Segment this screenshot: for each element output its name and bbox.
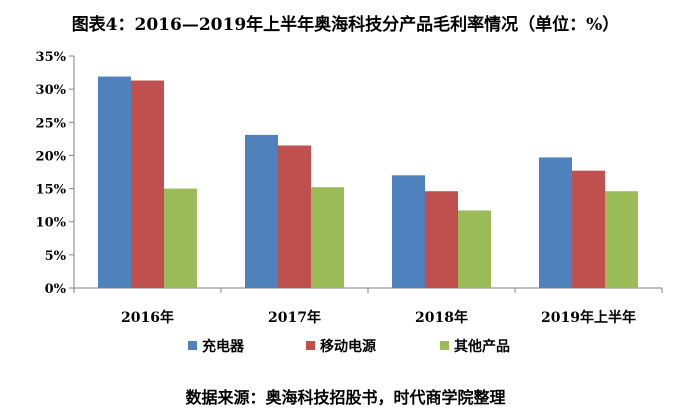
x-tick-labels: 2016年 2017年 2018年 2019年上半年 — [121, 309, 636, 326]
bars — [98, 76, 638, 288]
x-tick-label: 2019年上半年 — [541, 309, 636, 326]
y-tick-label: 35% — [36, 50, 67, 65]
bar — [392, 175, 425, 288]
y-tick-label: 30% — [36, 83, 67, 98]
chart-title: 图表4：2016—2019年上半年奥海科技分产品毛利率情况（单位：%） — [71, 15, 620, 35]
bar — [245, 134, 278, 288]
bar — [572, 170, 605, 288]
legend-swatch — [440, 341, 449, 350]
bar — [98, 76, 131, 288]
bar — [539, 157, 572, 288]
x-tick-label: 2016年 — [121, 309, 174, 326]
legend-swatch — [188, 341, 197, 350]
bar — [311, 187, 344, 288]
x-tick-label: 2018年 — [415, 309, 468, 326]
y-tick-label: 5% — [45, 249, 67, 264]
x-tick-label: 2017年 — [268, 309, 321, 326]
bar — [164, 188, 197, 288]
legend: 充电器 移动电源 其他产品 — [188, 338, 510, 355]
bar — [605, 191, 638, 288]
legend-swatch — [306, 341, 315, 350]
y-tick-label: 20% — [36, 149, 67, 164]
legend-label: 移动电源 — [320, 338, 376, 355]
y-tick-label: 0% — [45, 282, 67, 297]
data-source-note: 数据来源：奥海科技招股书，时代商学院整理 — [185, 388, 506, 407]
y-tick-label: 15% — [36, 183, 67, 198]
bar — [458, 210, 491, 288]
bar — [425, 191, 458, 288]
bar — [131, 80, 164, 288]
legend-label: 其他产品 — [454, 338, 510, 355]
bar — [278, 145, 311, 288]
y-tick-label: 10% — [36, 216, 67, 231]
y-tick-label: 25% — [36, 116, 67, 131]
legend-label: 充电器 — [202, 338, 245, 355]
y-tick-labels: 0% 5% 10% 15% 20% 25% 30% 35% — [36, 50, 67, 297]
